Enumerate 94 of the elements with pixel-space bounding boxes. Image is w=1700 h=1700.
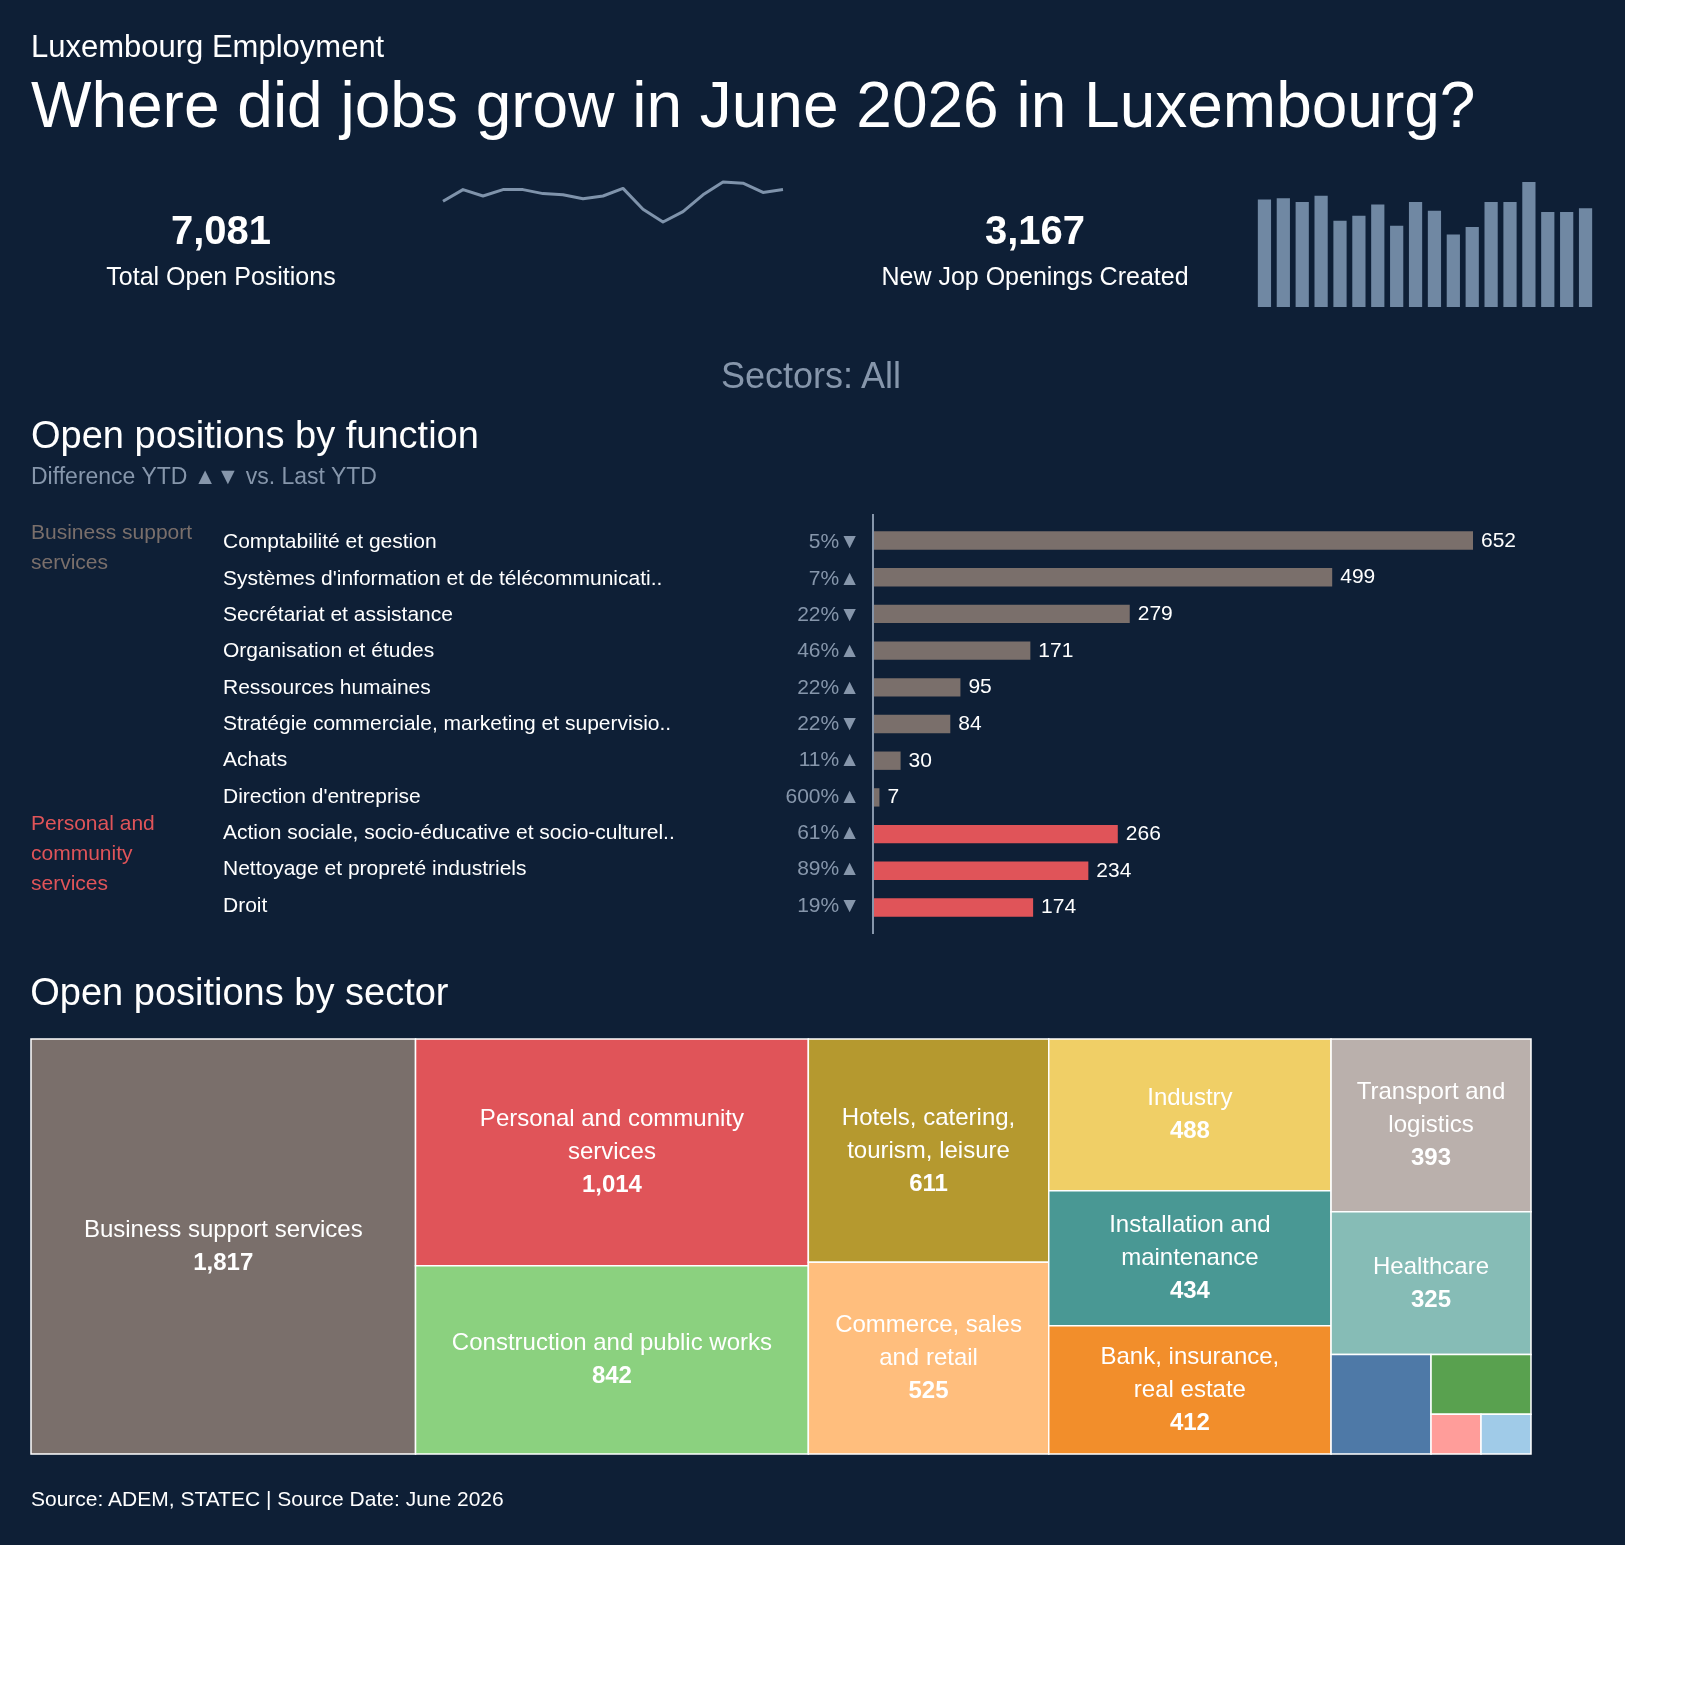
- bar: [1257, 199, 1272, 307]
- data-label: 325: [1411, 1284, 1452, 1312]
- data-label: 7: [887, 784, 900, 808]
- data-label: 842: [591, 1361, 632, 1389]
- text: 46%▲: [797, 638, 860, 662]
- y-tick-label: Achats: [223, 747, 288, 771]
- bar: [1371, 204, 1385, 307]
- data-label: 279: [1137, 600, 1173, 624]
- text: 3,167: [984, 208, 1086, 252]
- bar: [1446, 234, 1460, 307]
- y-tick-label: Action sociale, socio-éducative et socio-culturel..: [223, 820, 675, 844]
- text: 89%▲: [797, 856, 860, 880]
- text: 7,081: [170, 208, 272, 252]
- data-label: 1,817: [193, 1248, 254, 1275]
- bar: [873, 824, 1118, 844]
- y-tick-label: Stratégie commerciale, marketing et supervisio..: [223, 711, 672, 734]
- y-tick-label: Comptabilité et gestion: [223, 529, 437, 553]
- chart-subtitle: Luxembourg Employment: [31, 29, 385, 64]
- category-label: Personal and community services: [479, 1104, 744, 1165]
- text: 22%▼: [797, 711, 860, 734]
- data-label: 30: [908, 747, 932, 771]
- text: 22%▼: [797, 601, 860, 625]
- text: Open positions by function: [31, 413, 479, 456]
- category-label: Bank, insurance, real estate: [1100, 1341, 1280, 1402]
- text: 600%▲: [785, 783, 860, 807]
- text: Business support services: [31, 520, 193, 574]
- data-label: 525: [908, 1376, 949, 1404]
- bar: [873, 531, 1473, 550]
- data-label: 174: [1041, 894, 1077, 918]
- y-tick-label: Direction d'entreprise: [223, 783, 421, 807]
- data-label: 488: [1169, 1116, 1210, 1144]
- bar: [1333, 220, 1347, 307]
- bar: [873, 861, 1089, 880]
- text: Total Open Positions: [106, 262, 336, 290]
- text: 7%▲: [808, 565, 860, 589]
- data-label: 84: [958, 711, 982, 734]
- category-label: Installation and maintenance: [1109, 1210, 1271, 1271]
- data-label: 234: [1096, 857, 1132, 881]
- text: Sectors: All: [720, 355, 902, 396]
- bar: [1522, 182, 1536, 307]
- data-label: 499: [1340, 564, 1376, 588]
- bar: [1427, 210, 1442, 307]
- data-label: 434: [1169, 1276, 1211, 1304]
- data-label: 611: [909, 1168, 948, 1196]
- data-label: 95: [968, 674, 992, 698]
- y-tick-label: Systèmes d'information et de télécommunicati..: [223, 565, 663, 589]
- category-label: Hotels, catering, tourism, leisure: [841, 1102, 1016, 1163]
- y-tick-label: Organisation et études: [223, 638, 435, 662]
- category-label: Industry: [1147, 1083, 1233, 1111]
- text: Open positions by sector: [30, 971, 449, 1014]
- category-label: Commerce, sales and retail: [835, 1310, 1022, 1371]
- data-label: 652: [1481, 527, 1517, 551]
- y-tick-label: Secrétariat et assistance: [223, 601, 453, 625]
- bar: [1390, 225, 1404, 307]
- text: New Jop Openings Created: [881, 262, 1189, 290]
- bar: [1484, 202, 1498, 307]
- text: 19%▼: [797, 892, 860, 916]
- y-tick-label: Nettoyage et propreté industriels: [223, 856, 527, 880]
- bar: [873, 898, 1034, 917]
- bar: [873, 604, 1130, 624]
- data-label: 1,014: [581, 1170, 643, 1198]
- bar: [1503, 202, 1517, 307]
- data-label: 393: [1411, 1143, 1452, 1171]
- bar: [1295, 202, 1309, 307]
- text: Personal and community services: [31, 811, 155, 895]
- bar: [873, 751, 901, 770]
- text: 11%▲: [798, 747, 860, 771]
- text: Difference YTD ▲▼ vs. Last YTD: [31, 462, 377, 489]
- bar: [873, 678, 961, 697]
- bar: [1541, 212, 1555, 307]
- category-label: Transport and logistics: [1356, 1077, 1506, 1138]
- data-label: 171: [1038, 637, 1074, 661]
- y-tick-label: Ressources humaines: [223, 674, 431, 698]
- text: 61%▲: [797, 820, 860, 844]
- text: 5%▼: [808, 529, 860, 553]
- data-label: 266: [1125, 821, 1161, 845]
- bar: [873, 714, 951, 734]
- category-label: Business support services: [83, 1215, 363, 1242]
- bar: [1465, 227, 1479, 307]
- bar: [1408, 202, 1423, 307]
- source-note: Source: ADEM, STATEC | Source Date: June 2026: [31, 1487, 504, 1510]
- text: 22%▲: [797, 674, 860, 698]
- category-label: Healthcare: [1373, 1251, 1490, 1279]
- data-label: 412: [1169, 1407, 1210, 1435]
- chart-title: Where did jobs grow in June 2026 in Luxembourg?: [31, 69, 1476, 141]
- bar: [1560, 212, 1574, 307]
- bar: [873, 568, 1333, 587]
- bar: [1276, 198, 1290, 307]
- category-label: Construction and public works: [451, 1328, 773, 1356]
- y-tick-label: Droit: [223, 892, 268, 916]
- bar: [1314, 195, 1328, 307]
- bar: [1578, 208, 1593, 307]
- bar: [873, 641, 1031, 660]
- bar: [1352, 215, 1366, 307]
